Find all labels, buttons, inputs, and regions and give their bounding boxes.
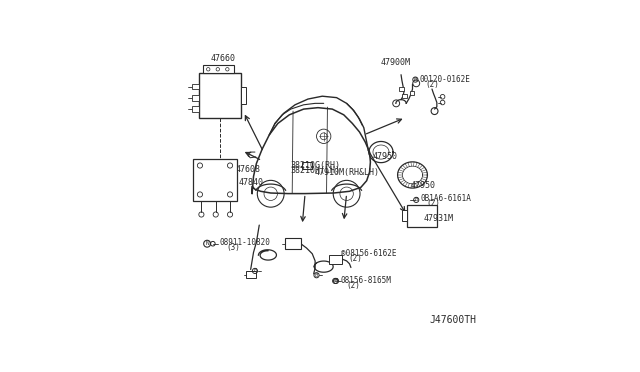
Bar: [402, 94, 407, 98]
Text: 47840: 47840: [239, 178, 264, 187]
Bar: [402, 211, 407, 221]
Bar: [192, 106, 199, 112]
Text: B: B: [413, 77, 417, 82]
Bar: [204, 65, 234, 73]
Text: 47660: 47660: [211, 54, 236, 62]
Bar: [193, 159, 237, 201]
Bar: [241, 87, 246, 105]
Bar: [302, 161, 312, 169]
Text: 38210H(LH): 38210H(LH): [291, 166, 340, 175]
Bar: [330, 254, 342, 264]
Text: J47600TH: J47600TH: [429, 315, 477, 325]
Text: 47931M: 47931M: [423, 214, 453, 223]
Text: 47950: 47950: [410, 182, 435, 190]
Text: (2): (2): [347, 281, 360, 290]
Text: 38210G(RH): 38210G(RH): [291, 161, 340, 170]
Text: (2): (2): [348, 254, 362, 263]
Bar: [407, 205, 437, 227]
Text: 08911-10820: 08911-10820: [219, 238, 270, 247]
Bar: [285, 238, 301, 250]
Bar: [399, 87, 404, 91]
Bar: [246, 271, 257, 278]
Text: 47910M(RH&LH): 47910M(RH&LH): [314, 168, 380, 177]
Bar: [192, 95, 199, 100]
Text: B: B: [334, 279, 338, 283]
Text: (2): (2): [426, 80, 439, 89]
Text: B: B: [333, 279, 337, 283]
Text: B: B: [415, 198, 418, 202]
Text: 08156-8165M: 08156-8165M: [340, 276, 391, 285]
Text: 47900M: 47900M: [381, 58, 411, 67]
Bar: [199, 73, 241, 118]
Text: 47950: 47950: [372, 152, 397, 161]
Text: B: B: [253, 269, 257, 273]
Text: ®08156-6162E: ®08156-6162E: [341, 249, 397, 258]
Text: B: B: [315, 273, 318, 278]
Text: N: N: [205, 241, 209, 246]
Text: (2): (2): [426, 199, 440, 208]
Text: 0B1A6-6161A: 0B1A6-6161A: [420, 194, 471, 203]
Text: 47608: 47608: [236, 165, 260, 174]
Text: 00120-0162E: 00120-0162E: [419, 75, 470, 84]
Bar: [192, 84, 199, 90]
Bar: [410, 91, 414, 95]
Text: (3): (3): [227, 243, 240, 251]
